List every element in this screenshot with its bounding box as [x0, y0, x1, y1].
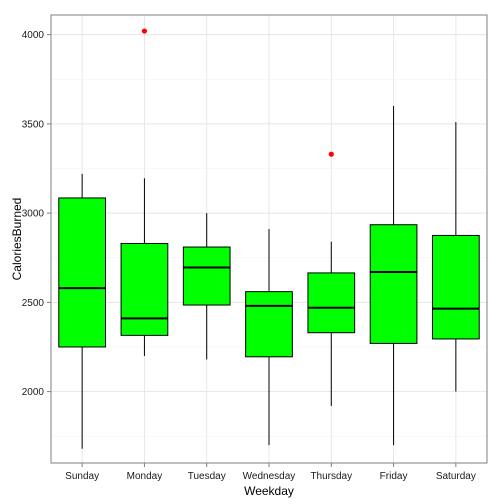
iqr-box [369, 224, 418, 344]
box-wednesday [245, 229, 293, 446]
box-sunday [58, 173, 106, 449]
iqr-box [245, 291, 293, 358]
x-tick-label: Friday [380, 471, 408, 482]
y-tick-label: 3500 [22, 119, 45, 130]
y-tick-label: 2500 [22, 298, 45, 309]
x-tick-label: Saturday [436, 471, 476, 482]
iqr-box [307, 272, 356, 334]
box-thursday [307, 151, 356, 406]
y-tick-label: 2000 [22, 387, 45, 398]
iqr-box [58, 197, 106, 348]
iqr-box [432, 234, 480, 340]
x-tick-label: Tuesday [188, 471, 226, 482]
x-tick-label: Sunday [65, 471, 99, 482]
box-tuesday [182, 213, 231, 360]
outlier-point [328, 151, 334, 157]
outlier-point [141, 28, 148, 34]
iqr-box [182, 246, 231, 306]
x-tick-label: Wednesday [243, 471, 296, 482]
boxes [58, 28, 480, 449]
x-tick-label: Thursday [310, 471, 352, 482]
x-axis-title: Weekday [244, 484, 294, 498]
box-monday [120, 28, 169, 356]
box-saturday [432, 122, 480, 392]
box-friday [369, 106, 418, 446]
y-tick-label: 3000 [22, 209, 45, 220]
x-tick-label: Monday [127, 471, 163, 482]
iqr-box [120, 242, 169, 336]
y-axis-title: CaloriesBurned [10, 198, 24, 281]
y-tick-label: 4000 [22, 30, 45, 41]
y-axis: 2000 2500 3000 3500 4000 [22, 30, 51, 398]
x-axis: Sunday Monday Tuesday Wednesday Thursday Frid… [65, 463, 476, 482]
